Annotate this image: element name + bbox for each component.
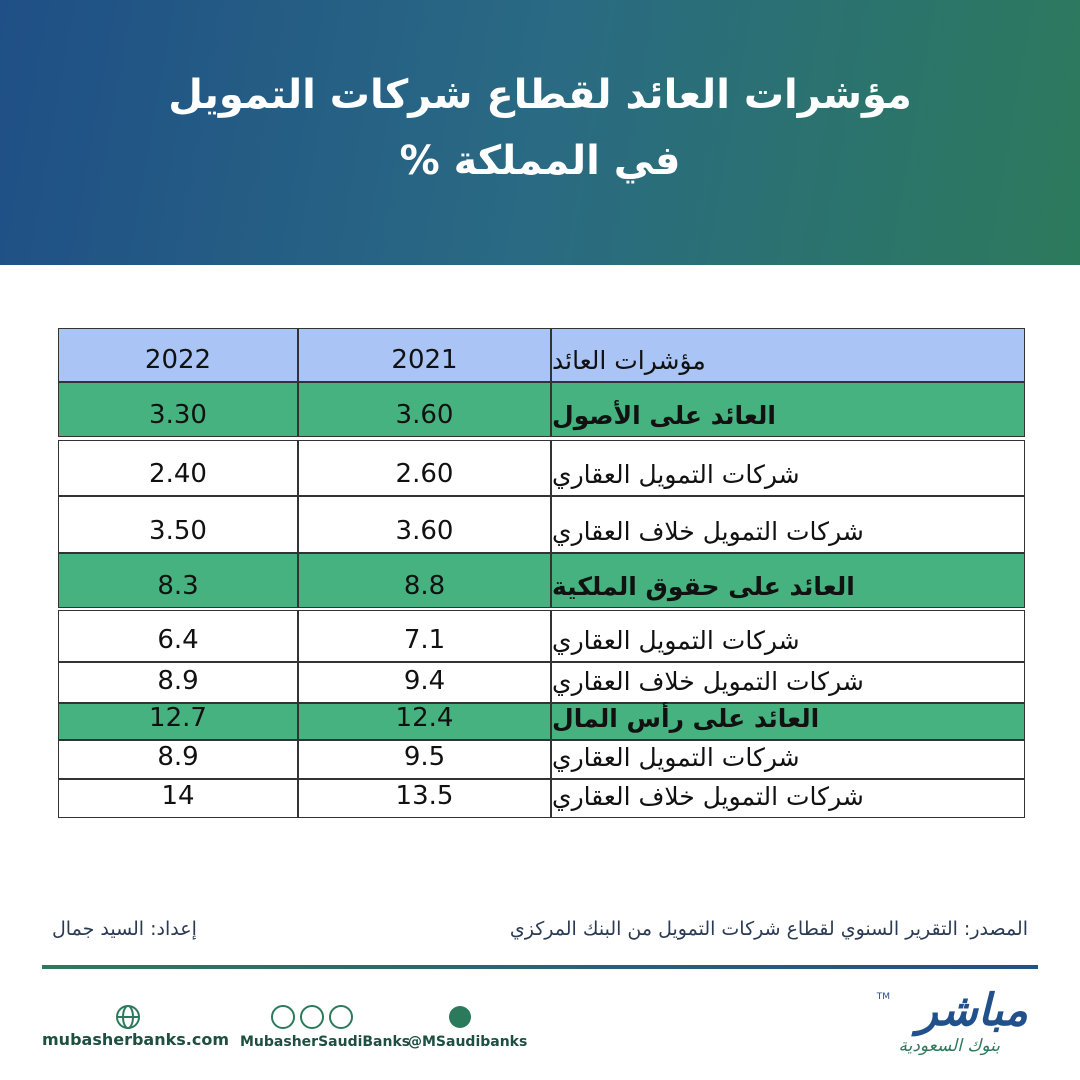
table-row: العائد على الأصول 3.60 3.30 <box>58 382 1025 437</box>
cell-value: 13.5 <box>298 779 551 818</box>
table-row: العائد على حقوق الملكية 8.8 8.3 <box>58 553 1025 608</box>
globe-icon <box>116 1005 140 1029</box>
table-row: شركات التمويل خلاف العقاري 9.4 8.9 <box>58 662 1025 703</box>
logo-tagline: بنوك السعودية <box>898 1036 1000 1056</box>
row-label: شركات التمويل العقاري <box>551 740 1025 779</box>
table-row: شركات التمويل خلاف العقاري 13.5 14 <box>58 779 1025 818</box>
cell-value: 3.50 <box>58 496 298 553</box>
row-label: العائد على حقوق الملكية <box>551 553 1025 608</box>
row-label: شركات التمويل خلاف العقاري <box>551 662 1025 703</box>
cell-value: 3.60 <box>298 496 551 553</box>
cell-value: 12.7 <box>58 703 298 740</box>
cell-value: 3.60 <box>298 382 551 437</box>
cell-value: 9.5 <box>298 740 551 779</box>
cell-value: 7.1 <box>298 610 551 662</box>
cell-value: 9.4 <box>298 662 551 703</box>
twitter-handle: @MSaudibanks <box>408 1034 528 1050</box>
header-band <box>0 0 1080 265</box>
source: المصدر: التقرير السنوي لقطاع شركات التمو… <box>509 918 1028 940</box>
table-row: العائد على رأس المال 12.4 12.7 <box>58 703 1025 740</box>
cell-value: 2.40 <box>58 440 298 496</box>
row-label: شركات التمويل العقاري <box>551 440 1025 496</box>
cell-value: 12.4 <box>298 703 551 740</box>
cell-value: 14 <box>58 779 298 818</box>
cell-value: 2.60 <box>298 440 551 496</box>
title: مؤشرات العائد لقطاع شركات التمويل <box>168 72 912 118</box>
table-row: شركات التمويل العقاري 7.1 6.4 <box>58 610 1025 662</box>
twitter-icon <box>449 1006 471 1028</box>
cell-value: 8.8 <box>298 553 551 608</box>
cell-value: 3.30 <box>58 382 298 437</box>
table-row: شركات التمويل العقاري 9.5 8.9 <box>58 740 1025 779</box>
website: mubasherbanks.com <box>42 1030 229 1049</box>
title: في المملكة % <box>399 138 681 184</box>
cell-value: 2022 <box>58 328 298 382</box>
trademark: TM <box>876 992 890 1002</box>
author: إعداد: السيد جمال <box>52 918 197 940</box>
table-row: شركات التمويل خلاف العقاري 3.60 3.50 <box>58 496 1025 553</box>
logo: مباشر <box>916 985 1028 1036</box>
row-label: شركات التمويل خلاف العقاري <box>551 779 1025 818</box>
row-label: العائد على الأصول <box>551 382 1025 437</box>
cell-value: 8.9 <box>58 662 298 703</box>
row-label: مؤشرات العائد <box>551 328 1025 382</box>
cell-value: 8.9 <box>58 740 298 779</box>
table-row: شركات التمويل العقاري 2.60 2.40 <box>58 440 1025 496</box>
cell-value: 2021 <box>298 328 551 382</box>
cell-value: 6.4 <box>58 610 298 662</box>
divider <box>42 965 1038 969</box>
social-icons <box>271 1005 353 1029</box>
row-label: العائد على رأس المال <box>551 703 1025 740</box>
row-label: شركات التمويل العقاري <box>551 610 1025 662</box>
cell-value: 8.3 <box>58 553 298 608</box>
header-row: مؤشرات العائد 2021 2022 <box>58 328 1025 382</box>
row-label: شركات التمويل خلاف العقاري <box>551 496 1025 553</box>
social-handle: MubasherSaudiBanks <box>240 1034 411 1050</box>
